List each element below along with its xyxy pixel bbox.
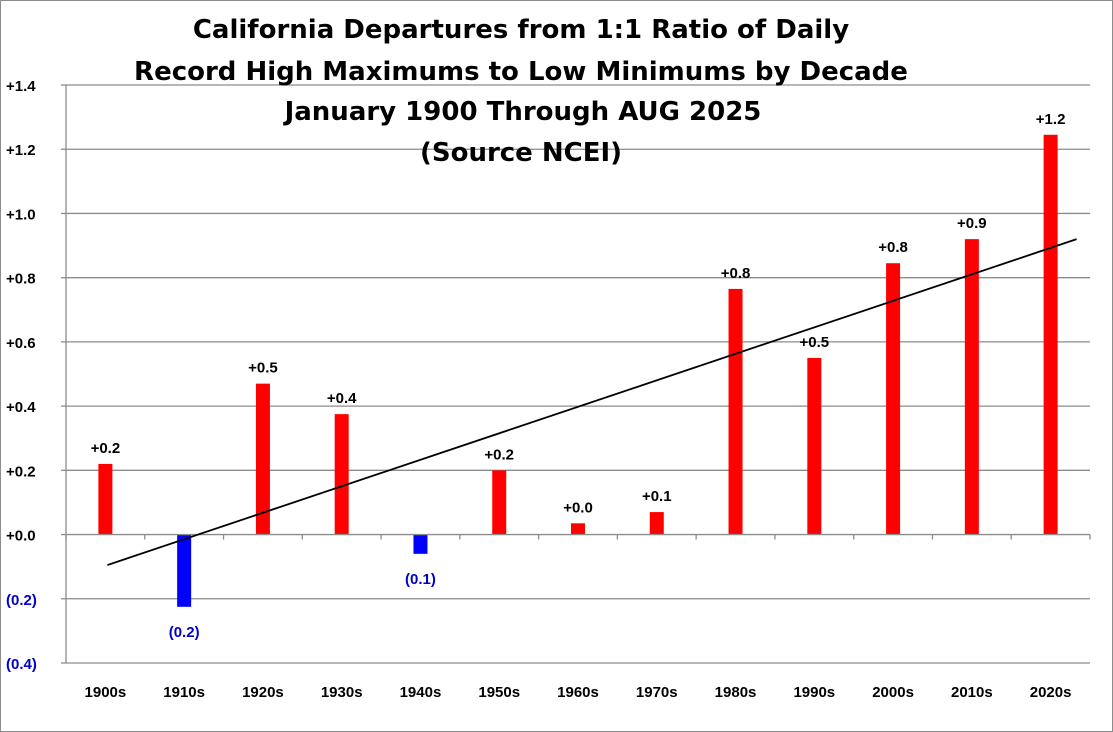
data-label-1950s: +0.2	[484, 446, 514, 463]
y-tick-label: +0.4	[6, 399, 36, 416]
bar-1950s	[492, 470, 507, 535]
x-tick-label: 1990s	[793, 684, 835, 701]
data-label-1900s: +0.2	[91, 440, 121, 457]
x-tick-label: 1920s	[242, 684, 284, 701]
data-label-1970s: +0.1	[642, 488, 672, 505]
x-tick-label: 2000s	[872, 684, 914, 701]
x-tick-label: 1950s	[478, 684, 520, 701]
y-tick-label: +0.2	[6, 463, 36, 480]
x-tick-label: 1930s	[321, 684, 363, 701]
bar-2000s	[886, 263, 901, 535]
y-axis-ticks: +1.4 +1.2 +1.0 +0.8 +0.6 +0.4 +0.2 +0.0 (0.2) (0.…	[6, 78, 37, 673]
data-label-2000s: +0.8	[878, 239, 908, 256]
y-tick-label: +0.8	[6, 271, 36, 288]
data-label-1940s: (0.1)	[405, 571, 436, 588]
bar-1960s	[571, 523, 585, 535]
x-tick-label: 2020s	[1030, 684, 1072, 701]
chart-title-line-3: January 1900 Through AUG 2025	[283, 97, 762, 127]
x-tick-label: 1910s	[163, 684, 205, 701]
bar-2020s	[1043, 134, 1058, 535]
y-tick-label: (0.4)	[6, 656, 37, 673]
x-tick-label: 1970s	[636, 684, 678, 701]
gridlines	[61, 84, 1090, 664]
data-label-1960s: +0.0	[563, 499, 593, 516]
bar-1930s	[334, 414, 349, 535]
y-tick-label: (0.2)	[6, 592, 37, 609]
chart-title-line-1: California Departures from 1:1 Ratio of …	[193, 15, 849, 45]
data-label-2010s: +0.9	[957, 215, 987, 232]
chart-title: California Departures from 1:1 Ratio of …	[134, 15, 908, 168]
x-axis-ticks: 1900s 1910s 1920s 1930s 1940s 1950s 1960s 1970s…	[65, 533, 1091, 701]
data-label-1990s: +0.5	[799, 334, 829, 351]
bar-1900s	[98, 463, 113, 535]
trendline-group	[107, 238, 1077, 566]
bar-1940s	[413, 534, 428, 554]
y-tick-label: +1.4	[6, 78, 36, 95]
bars	[98, 134, 1058, 607]
y-tick-label: +0.0	[6, 528, 36, 545]
bar-1980s	[728, 288, 743, 535]
y-tick-label: +1.2	[6, 142, 36, 159]
y-tick-label: +1.0	[6, 206, 36, 223]
x-tick-label: 1960s	[557, 684, 599, 701]
chart-title-line-4: (Source NCEI)	[420, 138, 622, 168]
trendline	[107, 238, 1077, 566]
x-tick-label: 2010s	[951, 684, 993, 701]
data-label-1910s: (0.2)	[169, 624, 200, 641]
data-label-1930s: +0.4	[327, 390, 357, 407]
bar-1910s	[177, 534, 192, 607]
x-tick-label: 1900s	[85, 684, 127, 701]
chart-title-line-2: Record High Maximums to Low Minimums by …	[134, 57, 908, 87]
bar-2010s	[964, 239, 979, 535]
x-tick-label: 1980s	[715, 684, 757, 701]
bar-1920s	[255, 383, 270, 535]
y-tick-label: +0.6	[6, 335, 36, 352]
bar-1970s	[649, 512, 664, 535]
x-tick-label: 1940s	[400, 684, 442, 701]
data-labels: +0.2 (0.2) +0.5 +0.4 (0.1) +0.2 +0.0 +0.1 +0.8 +0…	[91, 111, 1066, 641]
data-label-1920s: +0.5	[248, 360, 278, 377]
data-label-2020s: +1.2	[1036, 111, 1066, 128]
data-label-1980s: +0.8	[721, 265, 751, 282]
bar-1990s	[807, 357, 822, 535]
